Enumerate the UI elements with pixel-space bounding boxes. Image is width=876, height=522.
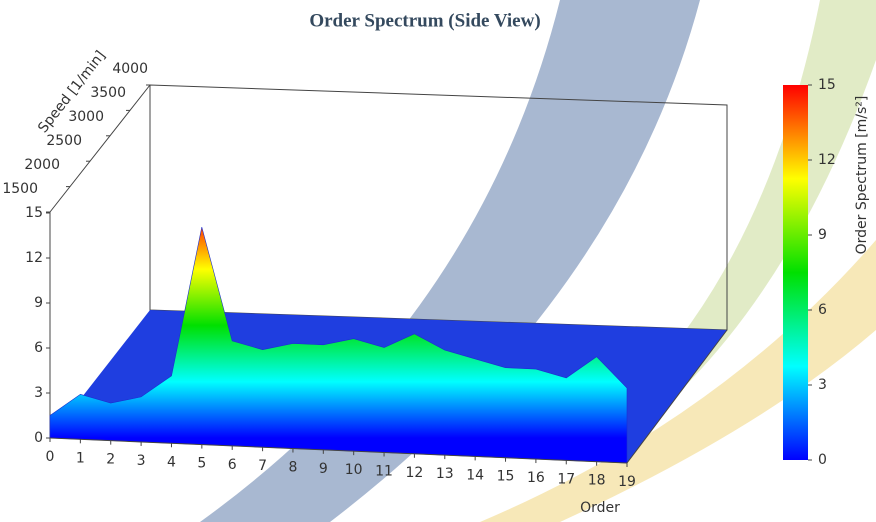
x-tick-label: 13 bbox=[436, 466, 454, 482]
colorbar-tick-label: 15 bbox=[818, 77, 836, 93]
x-axis-label: Order bbox=[580, 500, 620, 516]
z-tick-label: 12 bbox=[25, 250, 43, 266]
z-tick-label: 6 bbox=[34, 340, 43, 356]
x-tick-label: 7 bbox=[258, 458, 267, 474]
x-tick-label: 18 bbox=[588, 473, 606, 489]
colorbar bbox=[783, 85, 808, 460]
x-tick-label: 5 bbox=[197, 456, 206, 472]
z-tick-label: 9 bbox=[34, 295, 43, 311]
x-tick-label: 0 bbox=[46, 449, 55, 465]
colorbar-tick-label: 0 bbox=[818, 452, 827, 468]
x-tick-label: 15 bbox=[497, 469, 515, 485]
z-tick-label: 0 bbox=[34, 430, 43, 446]
x-tick-label: 12 bbox=[406, 465, 424, 481]
x-tick-label: 16 bbox=[527, 470, 545, 486]
x-tick-label: 17 bbox=[557, 471, 575, 487]
x-tick-label: 19 bbox=[618, 474, 636, 490]
right-edge bbox=[626, 329, 728, 464]
colorbar-label: Order Spectrum [m/s²] bbox=[854, 96, 870, 255]
depth-tick-label: 1500 bbox=[2, 181, 38, 197]
x-tick-label: 10 bbox=[345, 462, 363, 478]
x-tick-label: 1 bbox=[76, 450, 85, 466]
colorbar-tick-label: 3 bbox=[818, 377, 827, 393]
x-tick-label: 2 bbox=[106, 452, 115, 468]
depth-tick-label: 3500 bbox=[90, 85, 126, 101]
depth-tick-label: 3000 bbox=[68, 109, 104, 125]
z-tick-label: 3 bbox=[34, 385, 43, 401]
colorbar-tick-label: 12 bbox=[818, 152, 836, 168]
x-tick-label: 9 bbox=[319, 461, 328, 477]
z-tick-label: 15 bbox=[25, 205, 43, 221]
chart-title: Order Spectrum (Side View) bbox=[309, 10, 540, 31]
x-tick-label: 3 bbox=[137, 453, 146, 469]
depth-tick-label: 2500 bbox=[46, 133, 82, 149]
colorbar-tick-label: 9 bbox=[818, 227, 827, 243]
x-tick-label: 8 bbox=[288, 460, 297, 476]
colorbar-tick-label: 6 bbox=[818, 302, 827, 318]
x-axis bbox=[49, 437, 628, 464]
x-tick-label: 11 bbox=[375, 463, 393, 479]
depth-tick-label: 4000 bbox=[112, 61, 148, 77]
surface-profile bbox=[49, 227, 628, 464]
x-tick-label: 14 bbox=[466, 467, 484, 483]
depth-tick-label: 2000 bbox=[24, 157, 60, 173]
x-tick-label: 4 bbox=[167, 454, 176, 470]
x-tick-label: 6 bbox=[228, 457, 237, 473]
